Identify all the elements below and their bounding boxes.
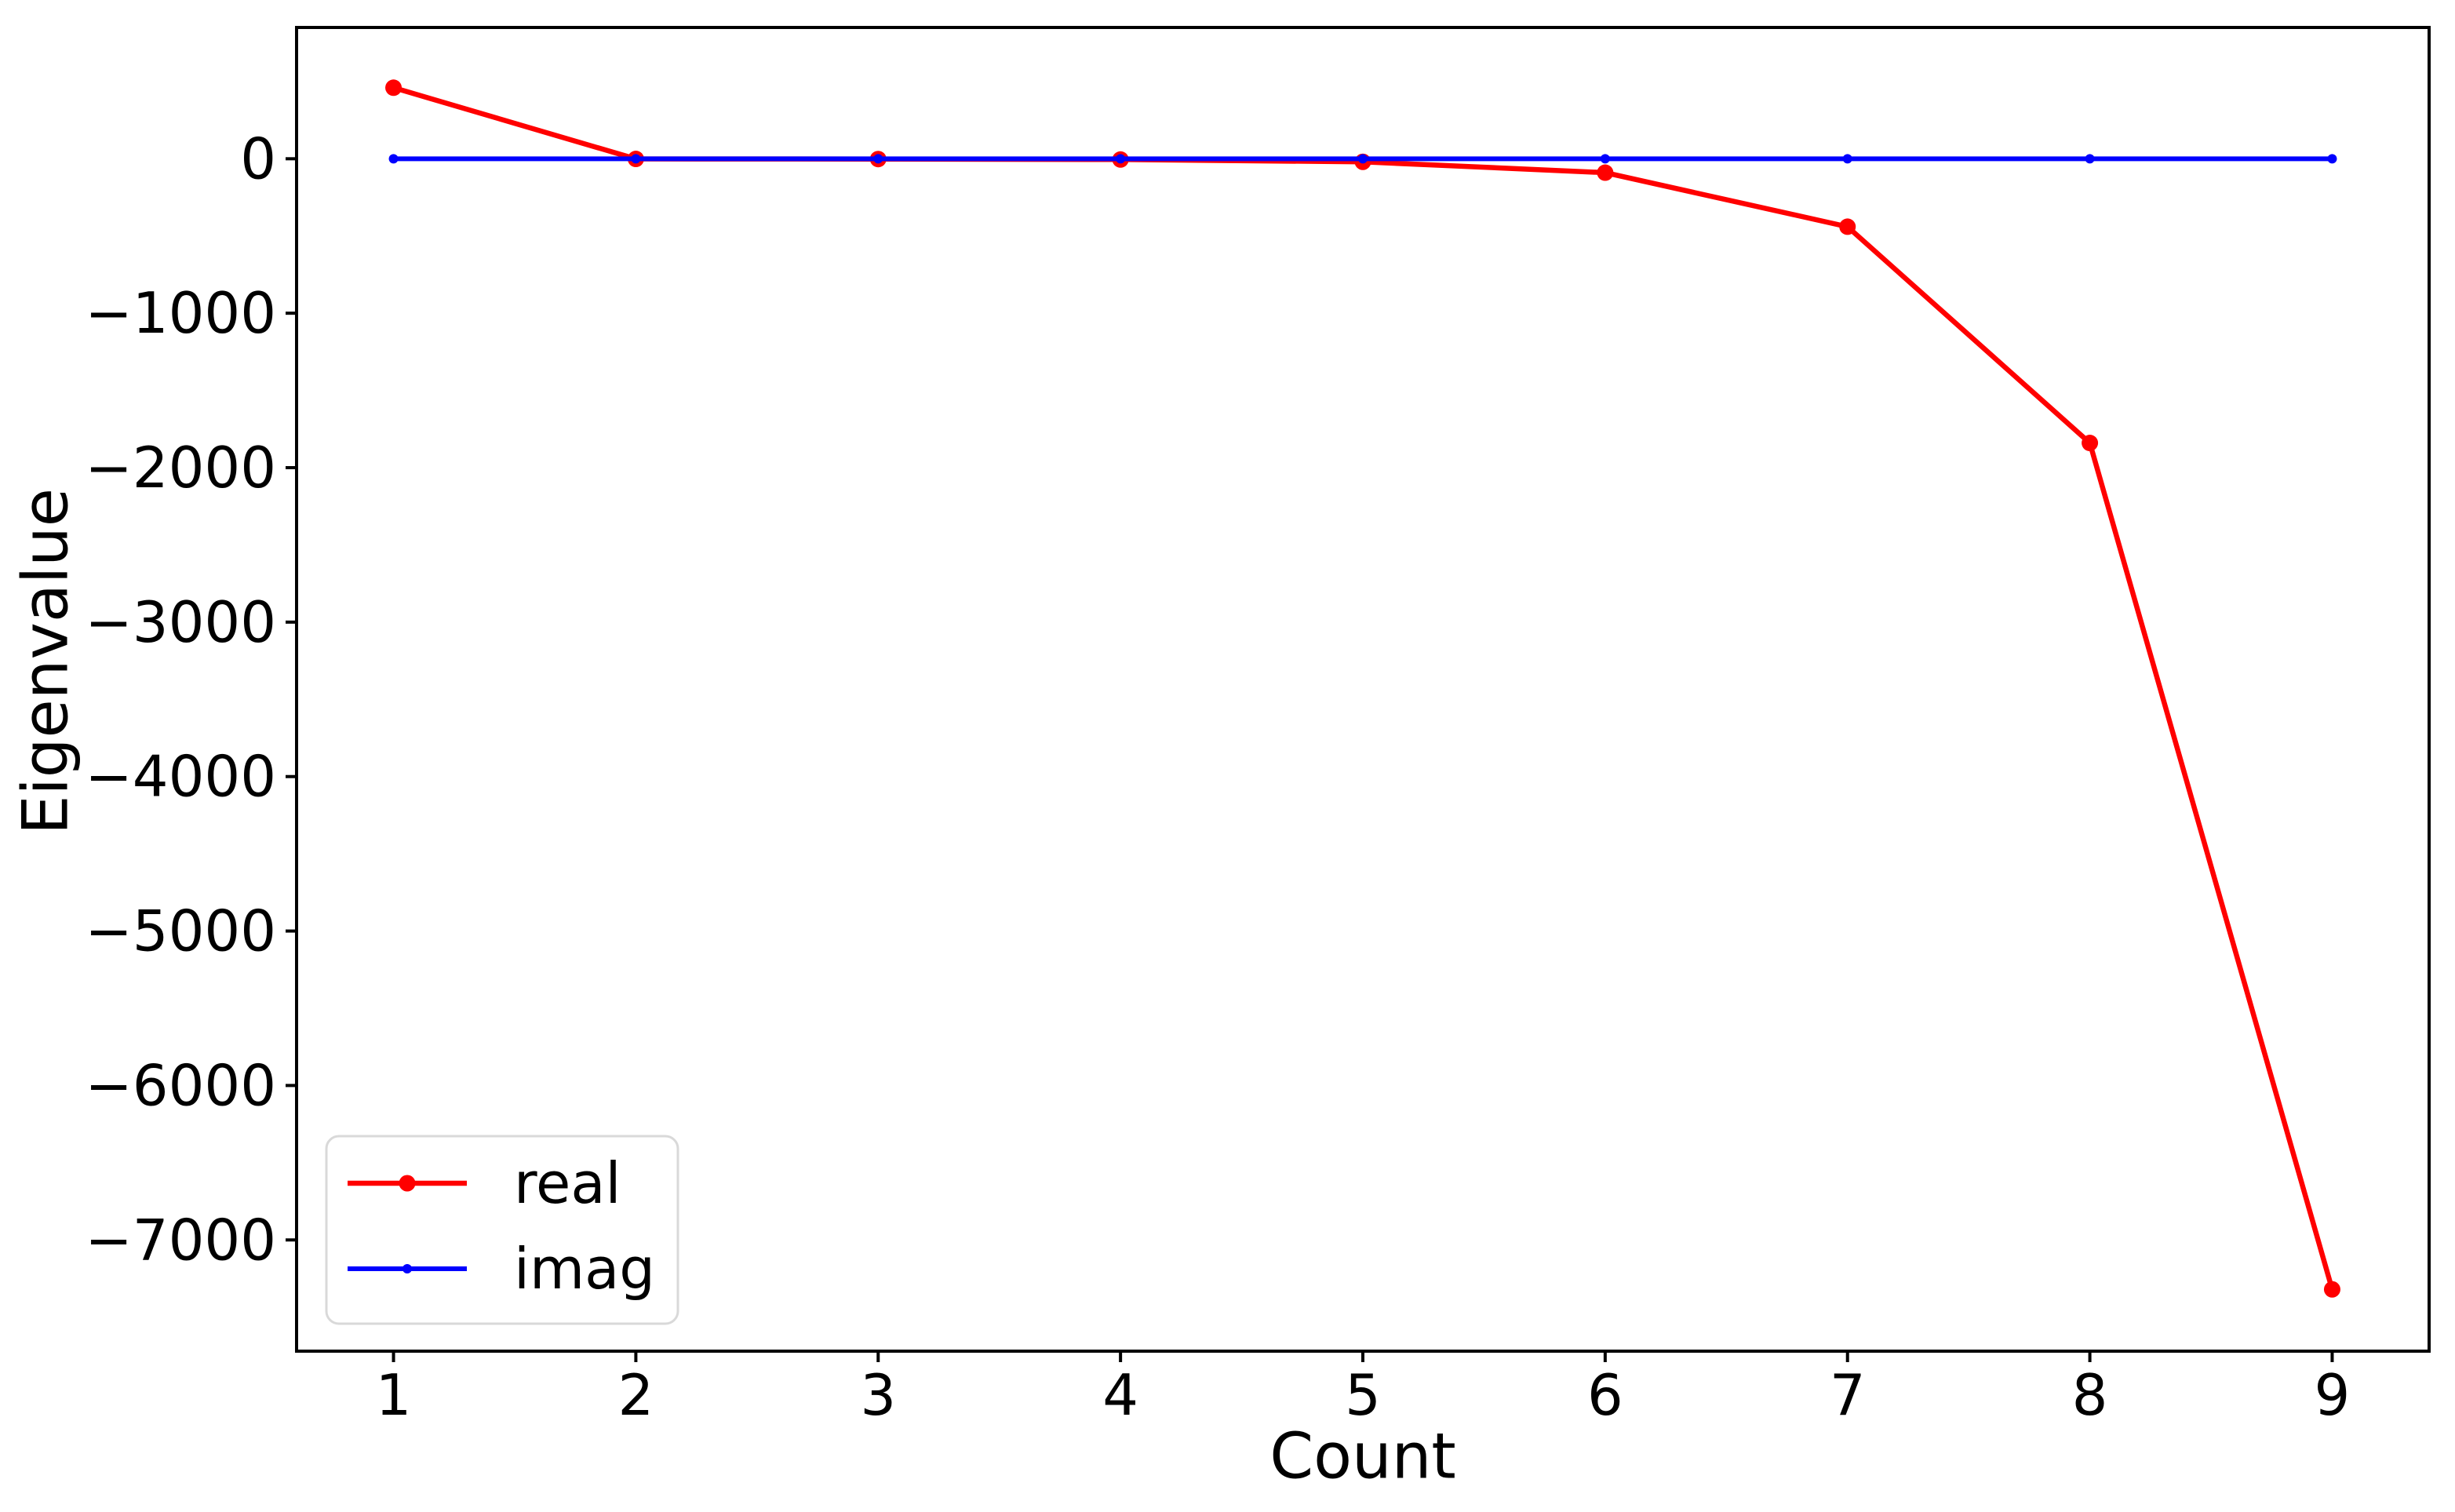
series-marker-imag xyxy=(1116,154,1126,164)
series-marker-imag xyxy=(1842,154,1852,164)
series-line-real xyxy=(391,85,2335,1292)
series-marker-real xyxy=(1597,164,1614,181)
x-tick-label: 8 xyxy=(2072,1362,2108,1428)
x-tick-label: 2 xyxy=(618,1362,654,1428)
plot-border xyxy=(295,26,2431,1353)
legend-label-imag: imag xyxy=(514,1236,655,1302)
series-marker-imag xyxy=(631,154,641,164)
x-tick-label: 1 xyxy=(376,1362,412,1428)
series-marker-imag xyxy=(873,154,883,164)
x-tick-label: 7 xyxy=(1830,1362,1866,1428)
series-marker-real xyxy=(1839,218,1856,235)
series-marker-real xyxy=(2323,1281,2340,1298)
y-tick-label: −2000 xyxy=(85,435,276,501)
x-tick-label: 9 xyxy=(2315,1362,2351,1428)
x-tick-label: 3 xyxy=(860,1362,896,1428)
series-marker-imag xyxy=(2327,154,2337,164)
y-tick-label: −4000 xyxy=(85,744,276,810)
legend-label-real: real xyxy=(514,1150,621,1216)
y-tick-label: −6000 xyxy=(85,1052,276,1118)
y-tick-label: −3000 xyxy=(85,589,276,655)
x-tick-label: 6 xyxy=(1587,1362,1623,1428)
plot-area: 0 −1000 −2000 −3000 −4000 −5000 −6000 −7000 1 2 3 4… xyxy=(85,26,2431,1428)
legend-sample-marker-imag xyxy=(402,1264,412,1273)
y-tick-label: 0 xyxy=(240,126,276,191)
series-marker-imag xyxy=(388,154,399,164)
x-tick-label: 4 xyxy=(1102,1362,1138,1428)
y-tick-label: −1000 xyxy=(85,280,276,346)
series-marker-real xyxy=(385,79,402,97)
series-marker-imag xyxy=(1600,154,1610,164)
y-tick-label: −5000 xyxy=(85,898,276,964)
series-marker-imag xyxy=(2085,154,2095,164)
x-tick-label: 5 xyxy=(1345,1362,1381,1428)
y-tick-label: −7000 xyxy=(85,1207,276,1273)
x-axis-label: Count xyxy=(1269,1420,1456,1493)
series-marker-imag xyxy=(1358,154,1368,164)
legend-sample-marker-real xyxy=(399,1175,416,1192)
series-marker-real xyxy=(2082,435,2099,452)
y-axis-label: Eigenvalue xyxy=(9,488,82,835)
